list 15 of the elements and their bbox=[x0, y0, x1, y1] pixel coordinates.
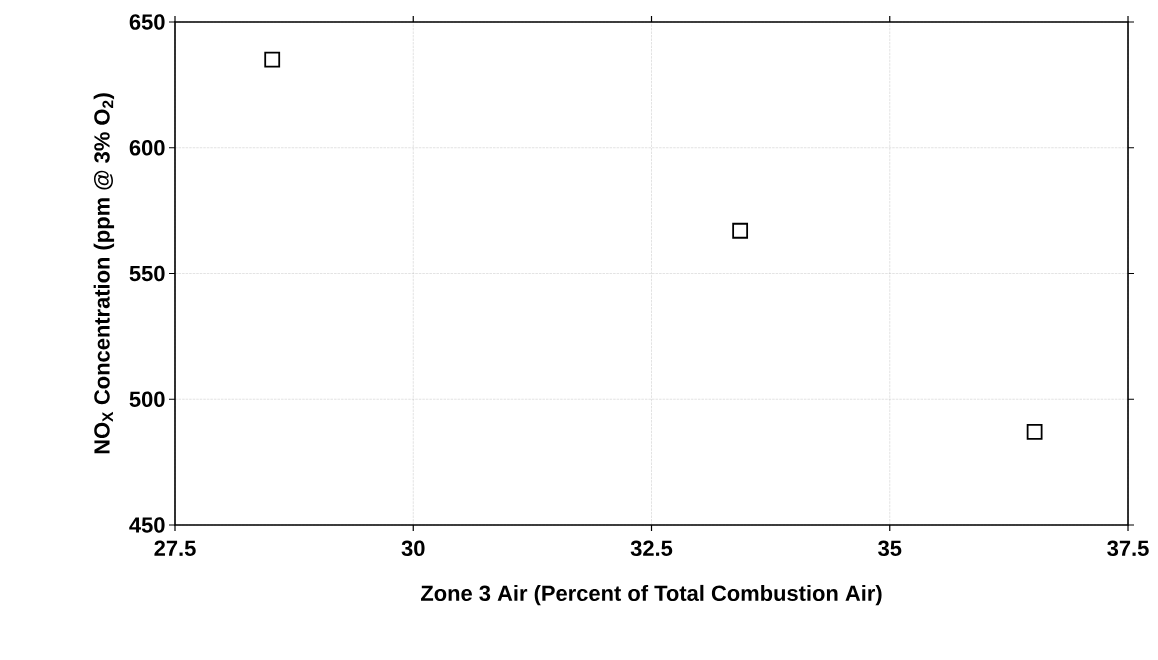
x-axis-title: Zone 3 Air (Percent of Total Combustion Air) bbox=[421, 584, 882, 606]
y-tick-label: 650 bbox=[129, 14, 165, 30]
x-tick-label: 37.5 bbox=[1107, 540, 1149, 557]
y-tick-label: 500 bbox=[129, 391, 165, 408]
y-axis-title: NO$_{X}$ Concentration (ppm @ 3% O$_{2}$) bbox=[93, 93, 115, 454]
x-tick-label: 30 bbox=[401, 540, 425, 557]
point bbox=[732, 222, 749, 239]
x-tick-label: 32.5 bbox=[630, 540, 673, 557]
x-tick-label: 27.5 bbox=[154, 540, 196, 557]
y-tick-label: 550 bbox=[129, 265, 165, 282]
point bbox=[264, 51, 281, 68]
x-tick-label: 35 bbox=[878, 540, 902, 557]
y-tick-label: 450 bbox=[129, 517, 165, 533]
y-tick-label: 600 bbox=[129, 139, 165, 156]
point bbox=[1026, 424, 1043, 440]
